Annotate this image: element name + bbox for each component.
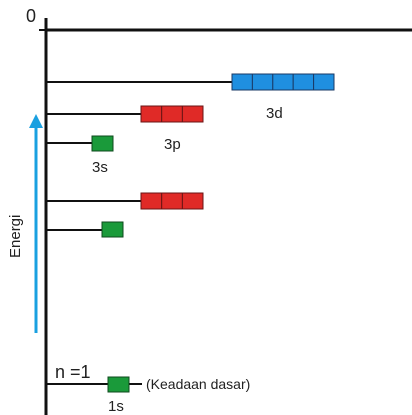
label-3p: 3p (164, 136, 181, 153)
orbital-3s-box (91, 135, 114, 152)
label-1s: 1s (108, 398, 124, 415)
zero-label: 0 (26, 6, 36, 26)
orbital-box (292, 73, 315, 91)
orbital-box (161, 192, 183, 210)
energy-arrow (29, 114, 43, 333)
orbital-box (181, 105, 204, 123)
orbital-box (161, 105, 183, 123)
n-label: n =1 (55, 362, 91, 382)
orbital-3p-boxes (140, 105, 204, 123)
orbital-1s-box (107, 376, 130, 393)
label-3s: 3s (92, 159, 108, 176)
orbital-box (313, 73, 335, 91)
orbital-box (181, 192, 204, 210)
orbital-box (251, 73, 274, 91)
orbital-box (272, 73, 294, 91)
energy-axis-label: Energi (7, 215, 24, 258)
label-3d: 3d (266, 105, 283, 122)
orbital-box (140, 192, 163, 210)
orbital-box (231, 73, 253, 91)
orbital-2s-box (101, 221, 124, 238)
orbital-2p-boxes (140, 192, 204, 210)
orbital-3d-boxes (231, 73, 335, 91)
ground-state-label: (Keadaan dasar) (146, 376, 250, 392)
orbital-box (140, 105, 163, 123)
